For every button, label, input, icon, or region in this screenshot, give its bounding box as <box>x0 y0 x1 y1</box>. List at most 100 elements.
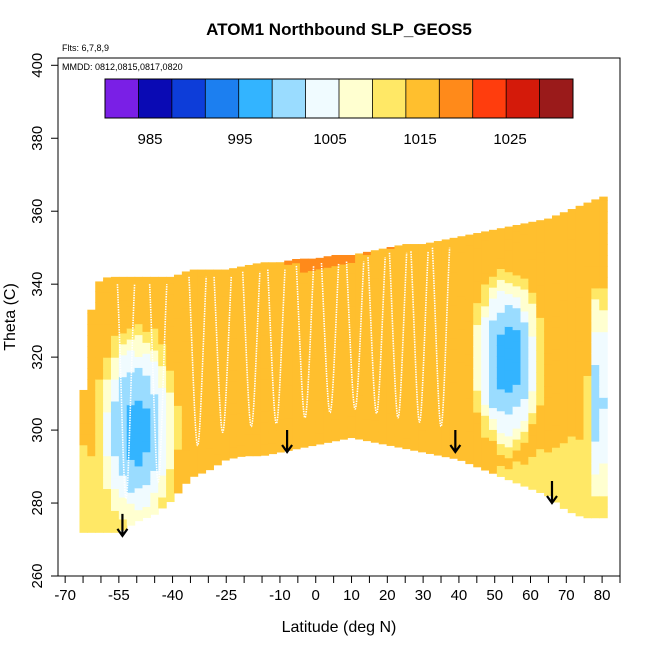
heatmap-cell <box>126 481 136 493</box>
heatmap-cell <box>457 449 466 461</box>
heatmap-cell <box>229 337 238 350</box>
heatmap-cell <box>118 453 128 465</box>
heatmap-cell <box>528 325 537 337</box>
heatmap-cell <box>79 488 88 500</box>
heatmap-cell <box>236 266 246 271</box>
heatmap-cell <box>173 328 183 341</box>
heatmap-cell <box>142 506 151 518</box>
heatmap-cell <box>583 298 592 311</box>
heatmap-cell <box>134 276 144 281</box>
heatmap-cell <box>213 278 222 291</box>
heatmap-cell <box>583 254 592 267</box>
heatmap-cell <box>599 309 608 322</box>
heatmap-cell <box>473 379 482 391</box>
heatmap-cell <box>386 390 396 403</box>
heatmap-cell <box>110 276 120 282</box>
heatmap-cell <box>410 384 419 397</box>
heatmap-cell <box>410 307 419 320</box>
heatmap-cell <box>118 398 128 411</box>
heatmap-cell <box>496 268 506 280</box>
heatmap-cell <box>504 226 514 229</box>
heatmap-cell <box>528 292 537 304</box>
heatmap-cell <box>292 317 301 329</box>
heatmap-cell <box>465 234 474 246</box>
heatmap-cell <box>252 269 262 282</box>
heatmap-cell <box>134 411 144 423</box>
heatmap-cell <box>118 289 128 301</box>
heatmap-cell <box>559 322 569 334</box>
heatmap-cell <box>134 443 144 456</box>
heatmap-cell <box>481 272 490 285</box>
heatmap-cell <box>307 368 317 381</box>
heatmap-cell <box>103 521 112 533</box>
heatmap-cell <box>118 496 128 509</box>
heatmap-cell <box>134 389 144 401</box>
heatmap-cell <box>473 280 482 293</box>
heatmap-cell <box>386 259 396 271</box>
heatmap-cell <box>110 510 120 522</box>
heatmap-cell <box>323 300 333 312</box>
heatmap-cell <box>118 343 128 356</box>
heatmap-cell <box>402 360 411 373</box>
heatmap-cell <box>79 389 88 402</box>
heatmap-cell <box>244 264 254 271</box>
heatmap-cell <box>386 303 396 315</box>
heatmap-cell <box>449 326 459 339</box>
heatmap-cell <box>504 457 514 470</box>
heatmap-cell <box>544 375 553 387</box>
heatmap-cell <box>465 430 474 443</box>
heatmap-cell <box>134 312 144 325</box>
heatmap-cell <box>449 392 459 405</box>
heatmap-cell <box>166 479 175 492</box>
heatmap-cell <box>449 272 459 284</box>
heatmap-cell <box>362 352 372 365</box>
heatmap-cell <box>276 375 285 387</box>
heatmap-cell <box>236 434 246 446</box>
heatmap-cell <box>591 254 600 267</box>
heatmap-cell <box>150 284 159 296</box>
heatmap-cell <box>205 425 214 438</box>
heatmap-cell <box>512 340 522 353</box>
heatmap-cell <box>244 313 254 325</box>
heatmap-cell <box>575 274 585 287</box>
heatmap-cell <box>496 366 506 379</box>
heatmap-cell <box>591 199 600 201</box>
heatmap-cell <box>449 348 459 361</box>
heatmap-cell <box>544 473 553 486</box>
heatmap-cell <box>268 420 277 433</box>
heatmap-cell <box>528 270 537 282</box>
heatmap-cell <box>229 326 238 339</box>
heatmap-cell <box>284 340 293 353</box>
heatmap-cell <box>205 414 214 427</box>
heatmap-cell <box>402 295 411 307</box>
heatmap-cell <box>520 310 529 323</box>
flight-trace <box>345 261 365 410</box>
heatmap-cell <box>559 333 569 345</box>
heatmap-cell <box>370 310 380 323</box>
heatmap-cell <box>205 403 214 416</box>
heatmap-cell <box>583 462 592 475</box>
heatmap-cell <box>87 444 96 457</box>
heatmap-cell <box>315 301 325 314</box>
heatmap-cell <box>583 484 592 497</box>
heatmap-cell <box>268 387 277 400</box>
heatmap-cell <box>504 238 514 251</box>
heatmap-cell <box>110 357 120 369</box>
colorbar-swatch <box>171 79 206 118</box>
heatmap-cell <box>433 301 443 314</box>
heatmap-cell <box>331 429 340 442</box>
heatmap-cell <box>292 350 301 362</box>
heatmap-cell <box>418 287 427 300</box>
heatmap-cell <box>567 414 577 426</box>
heatmap-cell <box>260 378 270 391</box>
heatmap-cell <box>378 421 388 434</box>
heatmap-cell <box>583 364 592 376</box>
heatmap-cell <box>575 450 585 462</box>
heatmap-cell <box>284 260 293 265</box>
heatmap-cell <box>276 397 285 409</box>
heatmap-cell <box>481 316 490 329</box>
heatmap-cell <box>197 352 207 365</box>
heatmap-cell <box>481 415 490 427</box>
heatmap-cell <box>292 393 301 406</box>
heatmap-cell <box>284 395 293 408</box>
